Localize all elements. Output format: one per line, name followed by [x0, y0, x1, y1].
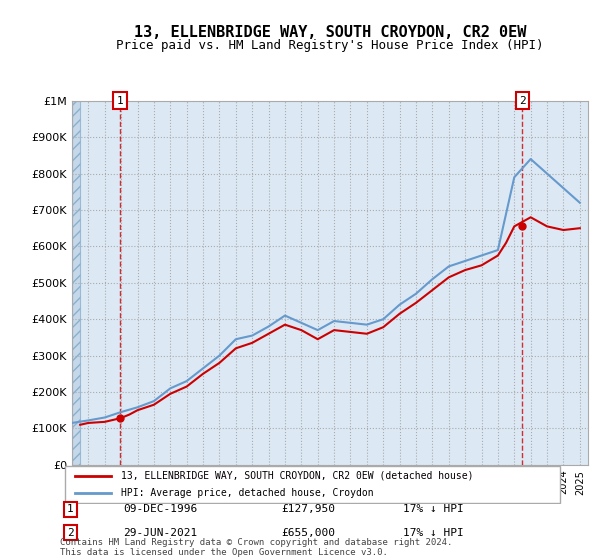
Text: 29-JUN-2021: 29-JUN-2021	[124, 528, 197, 538]
Text: 2: 2	[519, 96, 526, 106]
FancyBboxPatch shape	[65, 465, 560, 503]
Text: £127,950: £127,950	[282, 505, 336, 515]
Text: 17% ↓ HPI: 17% ↓ HPI	[403, 528, 464, 538]
Text: 09-DEC-1996: 09-DEC-1996	[124, 505, 197, 515]
Text: 17% ↓ HPI: 17% ↓ HPI	[403, 505, 464, 515]
Text: 13, ELLENBRIDGE WAY, SOUTH CROYDON, CR2 0EW (detached house): 13, ELLENBRIDGE WAY, SOUTH CROYDON, CR2 …	[121, 471, 474, 481]
Text: Contains HM Land Registry data © Crown copyright and database right 2024.
This d: Contains HM Land Registry data © Crown c…	[60, 538, 452, 557]
Text: 2: 2	[67, 528, 74, 538]
Text: Price paid vs. HM Land Registry's House Price Index (HPI): Price paid vs. HM Land Registry's House …	[116, 39, 544, 52]
Text: 1: 1	[117, 96, 124, 106]
Text: 13, ELLENBRIDGE WAY, SOUTH CROYDON, CR2 0EW: 13, ELLENBRIDGE WAY, SOUTH CROYDON, CR2 …	[134, 25, 526, 40]
Text: HPI: Average price, detached house, Croydon: HPI: Average price, detached house, Croy…	[121, 488, 374, 498]
Text: £655,000: £655,000	[282, 528, 336, 538]
Text: 1: 1	[67, 505, 74, 515]
